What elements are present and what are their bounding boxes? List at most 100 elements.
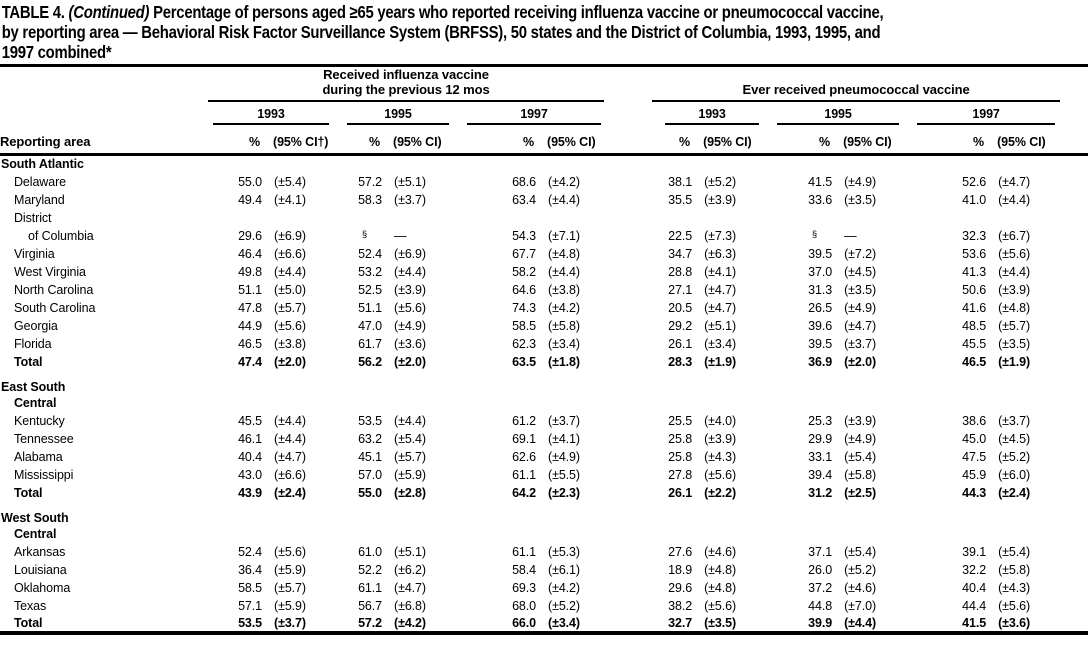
percent-value: 61.1 xyxy=(358,580,382,595)
percent-value: 26.5 xyxy=(808,300,833,315)
percent-value: 69.1 xyxy=(512,431,536,446)
ci-value: (±4.2) xyxy=(548,174,580,189)
percent-value: 36.4 xyxy=(238,562,262,577)
ci-value: (±5.7) xyxy=(998,318,1031,333)
ci-value: (±4.7) xyxy=(844,318,877,333)
ci-value: (±1.9) xyxy=(998,354,1031,369)
percent-value: 34.7 xyxy=(668,246,693,261)
ci-value: (±5.4) xyxy=(998,544,1031,559)
reporting-area-cell: Florida xyxy=(14,336,52,351)
ci-value: (±4.5) xyxy=(844,264,877,279)
reporting-area-cell: Oklahoma xyxy=(14,580,71,595)
percent-value: 52.5 xyxy=(358,282,382,297)
percent-value: 61.0 xyxy=(358,544,382,559)
column-spacer-cell xyxy=(606,173,652,191)
percent-value: 29.6 xyxy=(238,228,262,243)
ci-value: (±5.0) xyxy=(274,282,306,297)
percent-value: 43.9 xyxy=(238,485,262,500)
percent-value: 41.3 xyxy=(962,264,987,279)
table-row: Georgia 44.9 (±5.6) 47.0 (±4.9) 58.5 (±5.8) 29.… xyxy=(0,317,1088,335)
reporting-area-cell: Louisiana xyxy=(14,562,67,577)
percent-value: § xyxy=(361,228,367,240)
reporting-area-cell: Alabama xyxy=(14,449,63,464)
ci-value: (±4.4) xyxy=(998,264,1031,279)
ci-value: (±4.9) xyxy=(548,449,580,464)
reporting-area-cell: Virginia xyxy=(14,246,55,261)
percent-value: 26.1 xyxy=(668,336,693,351)
percent-value: 53.6 xyxy=(962,246,987,261)
percent-value: 39.5 xyxy=(808,336,833,351)
ci-value: (±4.6) xyxy=(704,544,737,559)
percent-value: 39.9 xyxy=(808,615,833,630)
percent-value: 53.2 xyxy=(358,264,382,279)
reporting-area-cell: North Carolina xyxy=(14,282,94,297)
percent-value: 43.0 xyxy=(238,467,262,482)
percent-value: 62.3 xyxy=(512,336,536,351)
percent-value: 58.5 xyxy=(512,318,536,333)
reporting-area-cell: Texas xyxy=(14,598,47,613)
table-row: Tennessee 46.1 (±4.4) 63.2 (±5.4) 69.1 (±4.1) 2… xyxy=(0,430,1088,448)
influenza-group-line2: during the previous 12 mos xyxy=(322,82,490,97)
table-row: Maryland 49.4 (±4.1) 58.3 (±3.7) 63.4 (±4.4) 35… xyxy=(0,191,1088,209)
reporting-area-cell: of Columbia xyxy=(28,228,94,243)
ci-value: (±4.7) xyxy=(274,449,306,464)
header-year-row: 1993 1995 1997 1993 1995 1997 xyxy=(0,102,1088,125)
percent-value: 63.5 xyxy=(512,354,536,369)
ci-header: (95% CI) xyxy=(986,125,1061,156)
percent-value: 47.4 xyxy=(238,354,262,369)
column-spacer xyxy=(606,65,653,156)
table-row: West Virginia 49.8 (±4.4) 53.2 (±4.4) 58.2 (±4… xyxy=(0,263,1088,281)
ci-value: (±2.5) xyxy=(844,485,877,500)
ci-value: (±5.2) xyxy=(548,598,580,613)
percent-value: 44.9 xyxy=(238,318,262,333)
percent-value: 29.2 xyxy=(668,318,693,333)
ci-value: (±4.0) xyxy=(704,413,737,428)
percent-value: 62.6 xyxy=(512,449,536,464)
column-spacer-cell xyxy=(606,561,652,579)
percent-value: 46.4 xyxy=(238,246,262,261)
right-margin-spacer xyxy=(1060,65,1088,156)
column-spacer-cell xyxy=(606,412,652,430)
table-row: East South xyxy=(0,371,1088,394)
percent-value: 31.2 xyxy=(808,485,833,500)
ci-value: (±4.4) xyxy=(548,192,580,207)
percent-value: 50.6 xyxy=(962,282,987,297)
year-header: 1995 xyxy=(334,102,454,125)
ci-value: (±4.7) xyxy=(998,174,1031,189)
year-header: 1995 xyxy=(764,102,904,125)
ci-value: (±5.6) xyxy=(998,246,1031,261)
percent-value: 48.5 xyxy=(962,318,987,333)
table-row: Texas 57.1 (±5.9) 56.7 (±6.8) 68.0 (±5.2) 38.2 (… xyxy=(0,597,1088,615)
ci-value: (±4.4) xyxy=(274,264,306,279)
ci-value: (±4.4) xyxy=(274,431,306,446)
percent-value: 44.8 xyxy=(808,598,833,613)
ci-value: (±4.3) xyxy=(704,449,737,464)
ci-value: (±1.9) xyxy=(704,354,737,369)
reporting-area-cell: Delaware xyxy=(14,174,67,189)
percent-value: 32.3 xyxy=(962,228,987,243)
percent-header: % xyxy=(904,125,987,156)
percent-value: 27.6 xyxy=(668,544,693,559)
ci-value: (±5.6) xyxy=(998,598,1031,613)
percent-value: 54.3 xyxy=(512,228,536,243)
column-spacer-cell xyxy=(606,448,652,466)
percent-value: 61.1 xyxy=(512,544,536,559)
ci-value: (±3.4) xyxy=(548,615,580,630)
ci-value: (±7.0) xyxy=(844,598,877,613)
reporting-area-cell: Mississippi xyxy=(14,467,74,482)
percent-value: 37.1 xyxy=(808,544,833,559)
reporting-area-cell: Georgia xyxy=(14,318,58,333)
ci-value: (±1.8) xyxy=(548,354,580,369)
ci-value: (±3.9) xyxy=(394,282,426,297)
percent-value: 58.5 xyxy=(238,580,262,595)
percent-value: 39.1 xyxy=(962,544,987,559)
ci-value: (±5.2) xyxy=(704,174,737,189)
ci-value: (±5.6) xyxy=(704,598,737,613)
percent-value: 56.7 xyxy=(358,598,382,613)
percent-value: 67.7 xyxy=(512,246,536,261)
ci-value: (±4.8) xyxy=(548,246,580,261)
percent-value: 18.9 xyxy=(668,562,693,577)
percent-value: 45.5 xyxy=(238,413,262,428)
ci-value: (±5.9) xyxy=(274,562,306,577)
percent-value: 46.5 xyxy=(238,336,262,351)
